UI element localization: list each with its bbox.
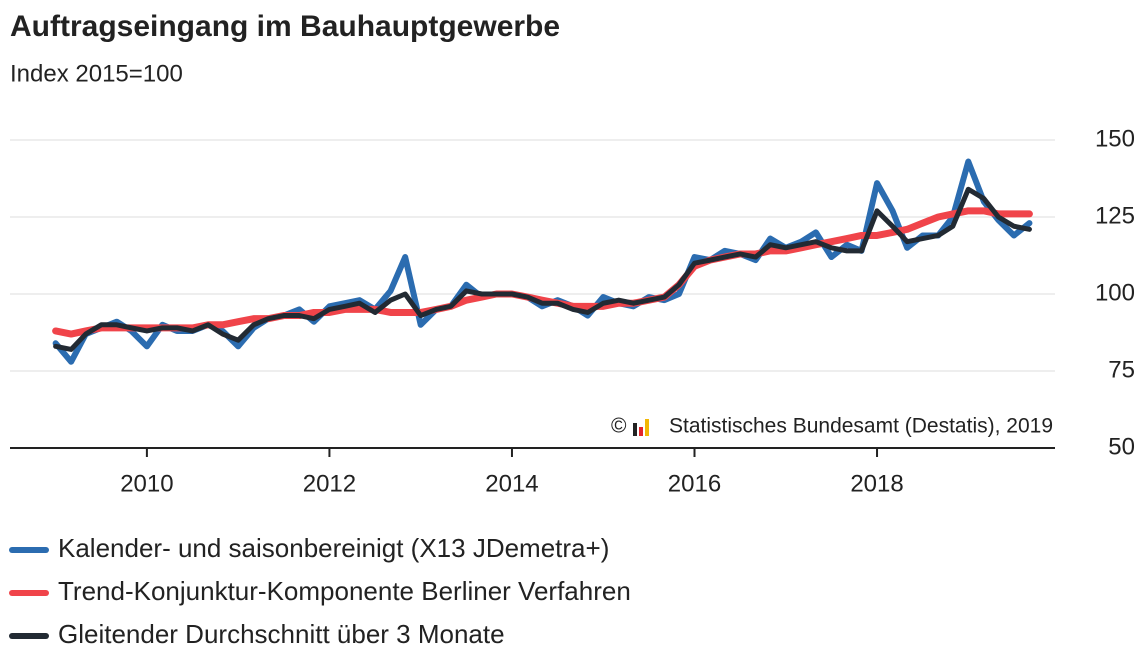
plot: 50 75 100 125 150 2010 2012 2014 2016 2018: [10, 125, 1135, 497]
chart-subtitle: Index 2015=100: [10, 60, 183, 87]
legend-label: Kalender- und saisonbereinigt (X13 JDeme…: [58, 533, 609, 563]
chart-title: Auftragseingang im Bauhauptgewerbe: [10, 10, 560, 43]
x-tick-label: 2010: [120, 470, 173, 497]
legend: Kalender- und saisonbereinigt (X13 JDeme…: [9, 533, 631, 649]
legend-label: Gleitender Durchschnitt über 3 Monate: [58, 619, 505, 649]
y-tick-label: 50: [1108, 433, 1135, 460]
series-line: [53, 186, 1032, 352]
y-tick-label: 100: [1095, 279, 1135, 306]
x-tick-label: 2016: [668, 470, 721, 497]
copyright: ©: [611, 415, 627, 438]
y-tick-label: 150: [1095, 125, 1135, 152]
y-tick-label: 75: [1108, 356, 1135, 383]
y-tick-label: 125: [1095, 202, 1135, 229]
series-line: [52, 207, 1033, 338]
x-tick-label: 2018: [850, 470, 903, 497]
x-tick-label: 2012: [303, 470, 356, 497]
x-tick-label: 2014: [485, 470, 538, 497]
logo: [633, 419, 649, 436]
legend-label: Trend-Konjunktur-Komponente Berliner Ver…: [58, 576, 631, 606]
source: Statistisches Bundesamt (Destatis), 2019: [669, 415, 1053, 438]
series-line: [52, 158, 1033, 365]
